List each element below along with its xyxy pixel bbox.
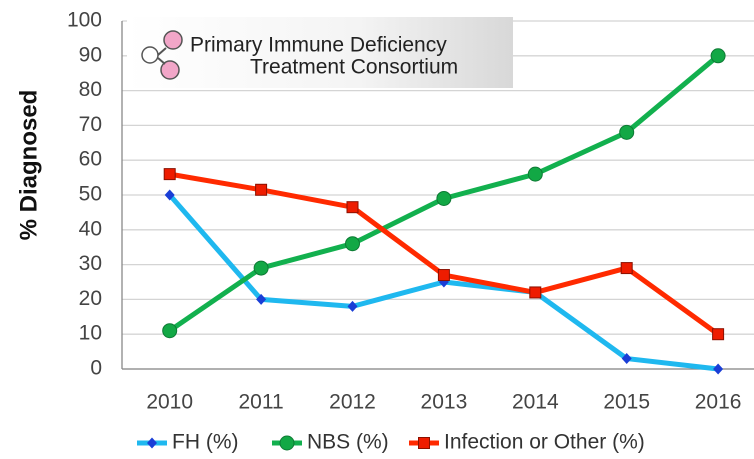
series xyxy=(164,189,724,375)
point xyxy=(620,262,633,275)
point xyxy=(164,189,175,201)
point xyxy=(346,201,359,214)
y-tick-label: 50 xyxy=(79,183,102,206)
point xyxy=(436,190,452,206)
legend-item: FH (%) xyxy=(137,431,239,454)
y-axis-label: % Diagnosed xyxy=(15,90,42,241)
legend-item: Infection or Other (%) xyxy=(409,431,645,454)
logo-text: Treatment Consortium xyxy=(250,56,458,79)
point xyxy=(437,269,450,282)
point xyxy=(529,286,542,299)
y-tick-label: 90 xyxy=(79,43,102,66)
y-tick-label: 20 xyxy=(79,287,102,310)
y-tick-label: 80 xyxy=(79,78,102,101)
logo-icon xyxy=(141,30,183,80)
legend-marker xyxy=(279,435,295,451)
point xyxy=(162,323,178,339)
logo-box xyxy=(127,17,513,88)
x-tick-label: 2011 xyxy=(239,391,284,414)
x-tick-label: 2010 xyxy=(146,391,193,414)
point xyxy=(256,293,267,305)
series xyxy=(163,168,725,341)
series xyxy=(162,48,726,339)
point xyxy=(163,168,176,181)
legend-marker xyxy=(418,437,430,449)
point xyxy=(527,166,543,182)
point xyxy=(255,183,268,196)
point xyxy=(345,236,360,252)
point xyxy=(621,353,632,365)
point xyxy=(712,328,725,341)
y-tick-label: 60 xyxy=(79,148,102,171)
y-tick-label: 0 xyxy=(90,357,102,380)
y-tick-label: 70 xyxy=(79,113,102,136)
legend-marker xyxy=(147,437,157,449)
x-tick-label: 2015 xyxy=(603,391,650,414)
legend-item: NBS (%) xyxy=(272,431,389,454)
x-tick-label: 2012 xyxy=(329,391,376,414)
legend-label: FH (%) xyxy=(172,431,239,454)
y-tick-label: 40 xyxy=(79,217,102,240)
point xyxy=(347,300,358,312)
y-tick-label: 30 xyxy=(79,252,102,275)
point xyxy=(619,124,635,140)
x-tick-label: 2016 xyxy=(695,391,742,414)
y-tick-label: 10 xyxy=(79,322,102,345)
x-tick-label: 2013 xyxy=(421,391,468,414)
logo-text: Primary Immune Deficiency xyxy=(190,34,447,57)
x-tick-label: 2014 xyxy=(512,391,559,414)
y-tick-label: 100 xyxy=(67,9,102,32)
point xyxy=(713,363,724,375)
legend-label: NBS (%) xyxy=(307,431,389,454)
point xyxy=(253,260,269,276)
point xyxy=(710,48,726,64)
legend-label: Infection or Other (%) xyxy=(444,431,645,454)
